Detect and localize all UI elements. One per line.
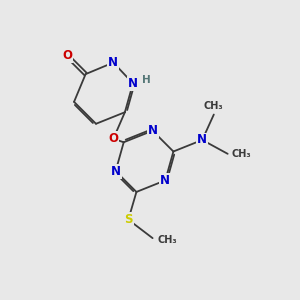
Text: CH₃: CH₃	[231, 149, 251, 159]
Text: N: N	[160, 174, 170, 187]
Text: N: N	[197, 134, 207, 146]
Text: O: O	[108, 132, 118, 145]
Text: H: H	[142, 75, 151, 85]
Text: N: N	[128, 77, 138, 90]
Text: CH₃: CH₃	[157, 236, 177, 245]
Text: CH₃: CH₃	[204, 101, 224, 111]
Text: N: N	[148, 124, 158, 137]
Text: O: O	[62, 49, 72, 62]
Text: N: N	[111, 165, 121, 178]
Text: S: S	[124, 213, 133, 226]
Text: N: N	[108, 56, 118, 69]
